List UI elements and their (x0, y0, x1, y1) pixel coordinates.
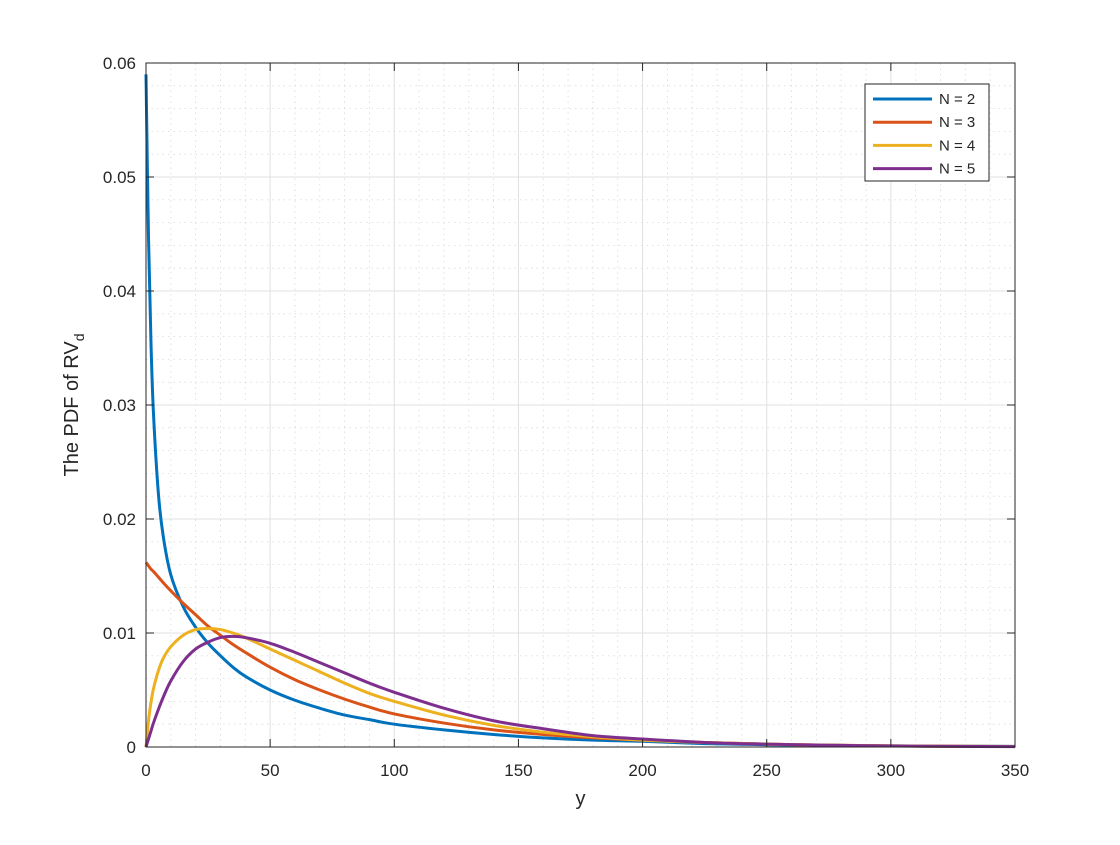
legend-label: N = 2 (939, 91, 975, 108)
x-tick-label: 350 (1001, 761, 1029, 780)
x-axis-label: y (576, 788, 586, 810)
y-tick-labels: 0 0.01 0.02 0.03 0.04 0.05 0.06 (103, 54, 136, 757)
y-axis-label: The PDF of RVd (61, 333, 87, 476)
x-tick-label: 300 (877, 761, 905, 780)
y-tick-label: 0 (127, 738, 136, 757)
x-tick-label: 200 (628, 761, 656, 780)
y-axis-label-main: The PDF of RV (61, 341, 83, 477)
series-layer (144, 74, 1016, 749)
y-tick-label: 0.06 (103, 54, 136, 73)
series-line-n-5 (144, 634, 1016, 749)
legend: N = 2 N = 3 N = 4 N = 5 (864, 83, 990, 182)
y-tick-label: 0.01 (103, 624, 136, 643)
x-tick-label: 250 (753, 761, 781, 780)
x-tick-label: 100 (380, 761, 408, 780)
y-tick-label: 0.04 (103, 282, 136, 301)
x-tick-labels: 0 50 100 150 200 250 300 350 (141, 761, 1029, 780)
y-tick-label: 0.05 (103, 168, 136, 187)
y-tick-label: 0.02 (103, 510, 136, 529)
legend-label: N = 3 (939, 114, 975, 131)
legend-label: N = 4 (939, 137, 975, 154)
y-tick-label: 0.03 (103, 396, 136, 415)
x-tick-label: 150 (504, 761, 532, 780)
x-tick-label: 0 (141, 761, 150, 780)
y-axis-label-subscript: d (71, 333, 87, 341)
legend-label: N = 5 (939, 161, 975, 178)
x-tick-label: 50 (261, 761, 280, 780)
tick-marks (145, 62, 1016, 748)
